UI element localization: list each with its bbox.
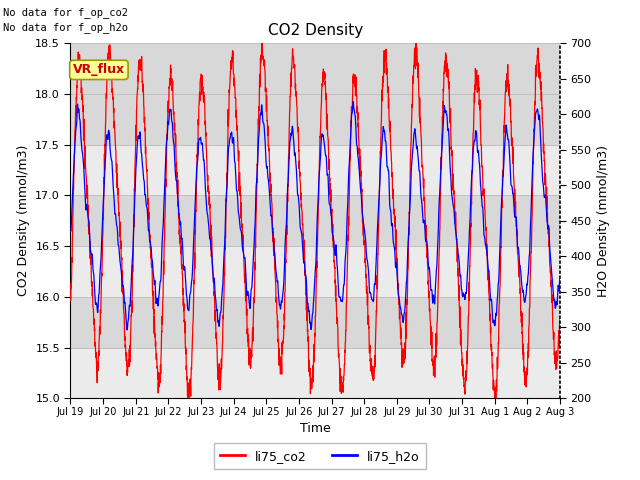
Text: No data for f_op_h2o: No data for f_op_h2o <box>3 22 128 33</box>
Text: No data for f_op_co2: No data for f_op_co2 <box>3 7 128 18</box>
Text: VR_flux: VR_flux <box>73 63 125 76</box>
Y-axis label: CO2 Density (mmol/m3): CO2 Density (mmol/m3) <box>17 145 29 297</box>
Y-axis label: H2O Density (mmol/m3): H2O Density (mmol/m3) <box>597 145 610 297</box>
Title: CO2 Density: CO2 Density <box>268 23 363 38</box>
Bar <box>70 43 560 94</box>
X-axis label: Time: Time <box>300 422 331 435</box>
Bar <box>70 195 560 246</box>
Bar <box>70 297 560 348</box>
Legend: li75_co2, li75_h2o: li75_co2, li75_h2o <box>214 444 426 469</box>
Bar <box>70 94 560 144</box>
